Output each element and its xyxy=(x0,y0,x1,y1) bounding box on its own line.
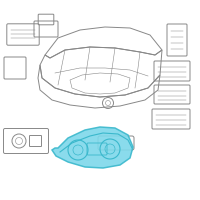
Polygon shape xyxy=(52,127,133,168)
